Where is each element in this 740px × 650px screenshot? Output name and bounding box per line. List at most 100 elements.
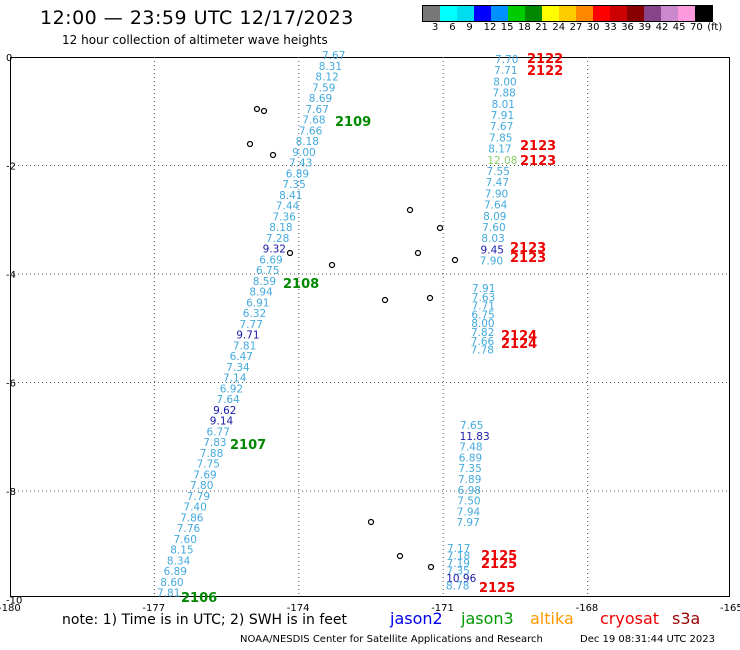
credit-line: NOAA/NESDIS Center for Satellite Applica…: [240, 634, 543, 645]
legend-swatch-10: [593, 6, 610, 21]
legend-swatch-14: [661, 6, 678, 21]
legend-tick: 70: [690, 22, 703, 33]
pass-label-cryosat: 2124: [501, 329, 537, 344]
swh-value: 7.89: [458, 474, 481, 486]
island-outline: [426, 294, 434, 302]
legend-tick: 45: [672, 22, 686, 33]
legend-swatch-6: [525, 6, 542, 21]
legend-tick: 21: [535, 22, 548, 33]
legend-swatch-3: [474, 6, 491, 21]
legend-tick: 33: [604, 22, 617, 33]
swh-value: 6.89: [164, 566, 187, 578]
pass-label-cryosat: 2122: [527, 52, 563, 67]
swh-value: 7.60: [482, 222, 505, 234]
pass-label-cryosat: 2123: [520, 154, 556, 169]
swh-value: 6.75: [471, 309, 494, 321]
swh-value: 7.70: [495, 54, 518, 66]
swh-value: 8.12: [315, 72, 338, 84]
swh-value: 7.36: [273, 211, 297, 223]
swh-value: 7.81: [233, 340, 256, 352]
swh-value: 8.69: [309, 93, 332, 105]
swh-value: 8.59: [253, 276, 276, 288]
swh-value: 6.89: [459, 452, 482, 464]
lat-label: -2: [6, 162, 16, 173]
swh-value: 8.41: [279, 190, 302, 202]
swh-value: 7.94: [457, 506, 481, 518]
swh-value: 8.60: [160, 577, 183, 589]
legend-tick: 27: [569, 22, 583, 33]
swh-value: 9.32: [263, 244, 286, 256]
lon-label: -177: [142, 603, 165, 614]
pass-label-cryosat: 2125: [481, 557, 517, 572]
swh-value: 7.91: [472, 283, 495, 295]
swh-value: 7.88: [200, 448, 223, 460]
legend-tick: 9: [466, 22, 473, 33]
swh-value: 6.47: [230, 351, 253, 363]
swh-value: 8.00: [471, 318, 494, 330]
legend-tick: 12: [483, 22, 497, 33]
island-outline: [427, 563, 435, 571]
legend-tick: (ft): [707, 22, 723, 33]
swh-value: 8.03: [481, 233, 504, 245]
legend-tick: 30: [586, 22, 600, 33]
swh-value: 7.77: [240, 319, 263, 331]
island-outline: [381, 296, 389, 304]
pass-label-cryosat: 2123: [510, 251, 546, 266]
satellite-s3a: s3a: [672, 609, 701, 628]
swh-value: 8.17: [488, 144, 511, 156]
swh-value: 7.35: [282, 179, 305, 191]
swh-value: 7.78: [471, 345, 494, 357]
pass-label-jason3: 2106: [181, 591, 217, 606]
swh-value: 7.64: [484, 200, 508, 212]
swh-value: 8.94: [249, 287, 273, 299]
swh-value: 7.88: [492, 88, 515, 100]
swh-value: 7.97: [456, 517, 479, 529]
swh-value: 6.98: [458, 485, 481, 497]
swh-value: 6.92: [220, 383, 243, 395]
swh-value: 7.67: [306, 104, 329, 116]
legend-tick: 42: [655, 22, 669, 33]
legend-swatch-12: [627, 6, 644, 21]
pass-label-cryosat: 2125: [479, 581, 515, 596]
swh-value: 7.82: [471, 327, 494, 339]
legend-swatch-13: [644, 6, 661, 21]
swh-value: 8.09: [483, 211, 506, 223]
island-outline: [414, 249, 422, 257]
swh-value: 7.65: [460, 420, 483, 432]
island-outline: [253, 105, 261, 113]
island-outline: [260, 107, 268, 115]
swh-value: 7.40: [183, 502, 206, 514]
lon-label: -168: [576, 603, 599, 614]
pass-label-cryosat: 2123: [510, 241, 546, 256]
swh-value: 7.68: [302, 115, 325, 127]
swh-value: 10.96: [446, 573, 476, 585]
legend-tick: 18: [518, 22, 531, 33]
swh-value: 7.59: [312, 82, 335, 94]
swh-value: 9.62: [213, 405, 236, 417]
footnote: note: 1) Time is in UTC; 2) SWH is in fe…: [62, 612, 348, 628]
swh-value: 7.71: [494, 65, 517, 77]
swh-value: 7.18: [447, 551, 470, 563]
map-subtitle: 12 hour collection of altimeter wave hei…: [62, 33, 328, 47]
swh-value: 12.08: [487, 155, 517, 167]
swh-value: 7.14: [223, 373, 247, 385]
swh-value: 7.63: [472, 292, 495, 304]
lat-label: -8: [6, 487, 16, 498]
island-outline: [367, 518, 375, 526]
legend-swatch-7: [542, 6, 559, 21]
island-outline: [246, 140, 254, 148]
satellite-altika: altika: [530, 609, 574, 628]
island-outline: [396, 552, 404, 560]
lon-label: -171: [431, 603, 454, 614]
pass-label-jason3: 2109: [335, 115, 371, 130]
legend-swatch-0: [423, 6, 440, 21]
swh-value: 9.71: [236, 330, 259, 342]
swh-value: 7.75: [197, 459, 220, 471]
swh-value: 6.75: [256, 265, 279, 277]
lat-label: 0: [6, 53, 12, 64]
swh-value: 9.14: [210, 416, 234, 428]
swh-value: 7.79: [187, 491, 210, 503]
map-title: 12:00 — 23:59 UTC 12/17/2023: [40, 7, 354, 29]
swh-value: 7.28: [266, 233, 289, 245]
